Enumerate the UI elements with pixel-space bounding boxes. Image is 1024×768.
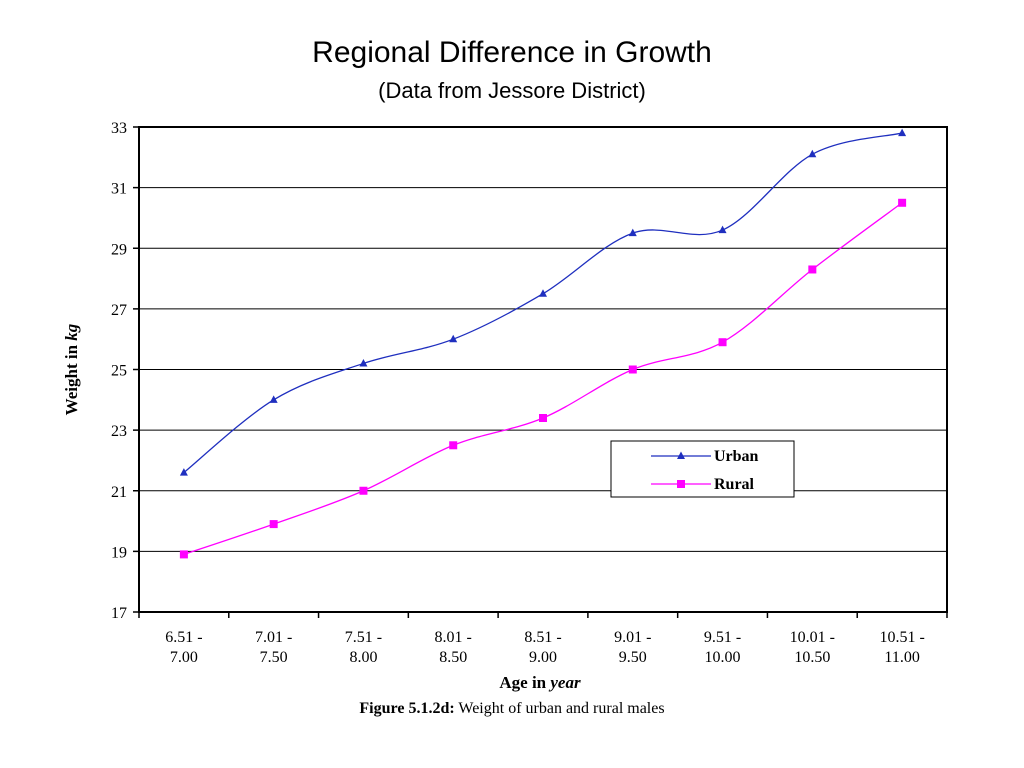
data-point-urban — [269, 395, 278, 403]
y-tick-label: 33 — [111, 120, 127, 137]
data-point-rural — [359, 486, 368, 495]
figure-caption-text: Weight of urban and rural males — [454, 700, 665, 717]
series-layer — [179, 128, 907, 559]
data-point-rural — [179, 550, 188, 559]
y-tick-label: 19 — [111, 544, 127, 561]
y-tick-label: 27 — [111, 302, 127, 319]
x-tick-label: 6.51 -7.00 — [165, 629, 202, 666]
data-point-urban — [179, 468, 188, 476]
x-axis-label: Age in year — [499, 673, 581, 692]
legend-box — [610, 440, 795, 498]
y-tick-label: 25 — [111, 363, 127, 380]
data-point-rural — [808, 265, 817, 274]
data-point-rural — [628, 365, 637, 374]
y-axis-label: Weight in kg — [62, 323, 81, 415]
chart-title: Regional Difference in Growth — [312, 36, 712, 69]
series-line-rural — [183, 202, 903, 556]
legend-marker-urban — [677, 451, 685, 459]
x-tick-label: 7.01 -7.50 — [255, 629, 292, 666]
legend-label-urban: Urban — [714, 448, 759, 465]
figure-caption-label: Figure 5.1.2d: — [359, 700, 455, 717]
x-tick-label: 10.51 -11.00 — [879, 629, 924, 666]
x-tick-label: 8.51 -9.00 — [524, 629, 561, 666]
x-tick-label: 8.01 -8.50 — [435, 629, 472, 666]
data-point-urban — [808, 149, 817, 158]
data-point-urban — [628, 228, 637, 237]
series-urban — [179, 128, 907, 476]
data-point-rural — [449, 441, 458, 450]
data-point-urban — [718, 225, 727, 234]
chart-subtitle: (Data from Jessore District) — [378, 78, 646, 103]
y-tick-label: 21 — [111, 484, 127, 501]
y-tick-label: 31 — [111, 181, 127, 198]
data-point-rural — [718, 338, 727, 347]
data-point-rural — [269, 520, 278, 529]
data-point-rural — [898, 198, 907, 207]
x-tick-label: 9.01 -9.50 — [614, 629, 651, 666]
data-point-urban — [359, 358, 368, 367]
grid-lines — [139, 187, 947, 552]
x-tick-label: 7.51 -8.00 — [345, 629, 382, 666]
y-tick-label: 17 — [111, 605, 127, 622]
x-axis-ticks: 6.51 -7.00 7.01 -7.50 7.51 -8.00 8.01 -8.50… — [138, 612, 948, 666]
legend: Urban Rural — [610, 440, 795, 498]
figure-caption: Figure 5.1.2d: Weight of urban and rural… — [0, 700, 1024, 718]
y-axis-ticks: 17 19 21 23 25 27 29 31 33 — [111, 120, 139, 622]
x-tick-label: 10.01 -10.50 — [790, 629, 835, 666]
legend-label-rural: Rural — [714, 476, 755, 493]
data-point-urban — [898, 128, 907, 137]
x-tick-label: 9.51 -10.00 — [704, 629, 741, 666]
series-rural — [179, 198, 907, 559]
y-tick-label: 23 — [111, 423, 127, 440]
data-point-urban — [539, 289, 547, 297]
data-point-urban — [449, 334, 458, 343]
data-point-rural — [539, 414, 547, 422]
y-tick-label: 29 — [111, 241, 127, 258]
legend-marker-rural — [677, 480, 685, 488]
